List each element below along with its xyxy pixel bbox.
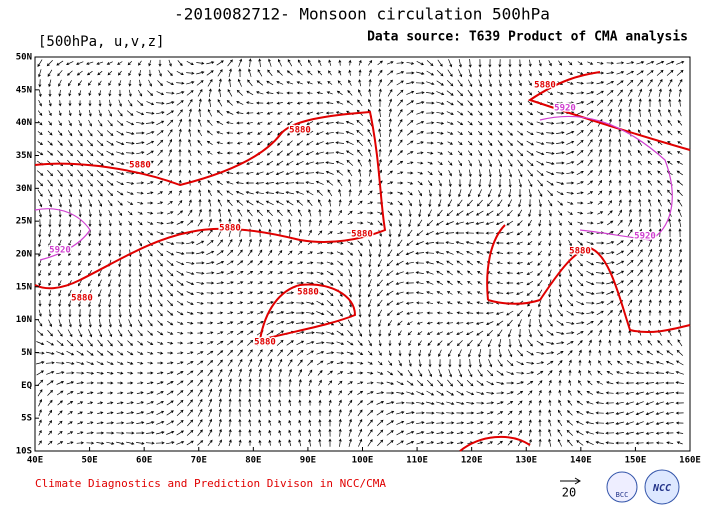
contour-label: 5880 xyxy=(129,161,151,171)
contour-line xyxy=(527,71,691,151)
reference-value: 20 xyxy=(562,486,576,500)
lon-label: 120E xyxy=(461,456,483,466)
lon-label: 100E xyxy=(352,456,374,466)
lat-label: 35N xyxy=(16,151,32,161)
lat-label: 45N xyxy=(16,85,32,95)
logo xyxy=(606,471,638,503)
source: Data source: T639 Product of CMA analysi… xyxy=(367,30,688,45)
contour-line xyxy=(459,435,531,452)
credit: Climate Diagnostics and Prediction Divis… xyxy=(35,477,386,490)
contour-label: 5880 xyxy=(297,288,319,298)
logo xyxy=(644,469,680,505)
contour-line xyxy=(34,110,387,290)
lat-label: 15N xyxy=(16,282,32,292)
contour-5920 xyxy=(34,115,673,261)
wind-field xyxy=(35,58,685,447)
logo-text: BCC xyxy=(616,491,629,499)
contour-line xyxy=(539,246,691,334)
contour-label: 5880 xyxy=(569,247,591,257)
logo-text: NCC xyxy=(652,483,671,494)
lat-label: 10S xyxy=(16,447,32,457)
reference-arrow-head xyxy=(574,477,581,485)
contour-line xyxy=(259,283,357,341)
contour-label: 5920 xyxy=(634,232,656,242)
variables: [500hPa, u,v,z] xyxy=(38,34,164,50)
lon-label: 130E xyxy=(515,456,537,466)
contour-line xyxy=(486,224,541,305)
lat-label: 50N xyxy=(16,53,32,63)
contour-line xyxy=(34,208,91,261)
lat-label: EQ xyxy=(21,381,32,391)
contour-label: 5880 xyxy=(351,230,373,240)
wind-arrows xyxy=(35,58,685,447)
title: -2010082712- Monsoon circulation 500hPa xyxy=(174,5,550,24)
contour-label: 5880 xyxy=(534,81,556,91)
lat-label: 10N xyxy=(16,315,32,325)
contour-line xyxy=(539,115,673,241)
lon-label: 50E xyxy=(81,456,97,466)
contour-label: 5880 xyxy=(289,126,311,136)
lon-label: 70E xyxy=(191,456,207,466)
contour-5880 xyxy=(34,71,691,452)
lon-label: 80E xyxy=(245,456,261,466)
contour-label: 5880 xyxy=(254,338,276,348)
contour-label: 5920 xyxy=(49,246,71,256)
lon-label: 110E xyxy=(406,456,428,466)
lon-label: 40E xyxy=(27,456,43,466)
lon-label: 90E xyxy=(300,456,316,466)
contour-label: 5880 xyxy=(71,294,93,304)
lat-label: 40N xyxy=(16,118,32,128)
contour-label: 5880 xyxy=(219,224,241,234)
lon-label: 160E xyxy=(679,456,701,466)
contour-label: 5920 xyxy=(554,104,576,114)
lat-label: 20N xyxy=(16,250,32,260)
lat-label: 25N xyxy=(16,217,32,227)
lat-label: 5S xyxy=(21,414,32,424)
lon-label: 150E xyxy=(625,456,647,466)
lon-label: 60E xyxy=(136,456,152,466)
contour-labels: 5880 5880 5880 5880 5880 5880 5880 5880 5880 5920… xyxy=(48,79,657,349)
lat-label: 5N xyxy=(21,348,32,358)
lat-label: 30N xyxy=(16,184,32,194)
lon-label: 140E xyxy=(570,456,592,466)
